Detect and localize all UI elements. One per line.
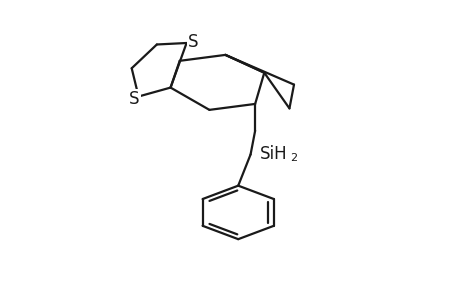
Text: 2: 2	[289, 153, 297, 163]
Text: SiH: SiH	[259, 146, 287, 164]
Text: S: S	[188, 33, 198, 51]
Text: S: S	[129, 91, 139, 109]
